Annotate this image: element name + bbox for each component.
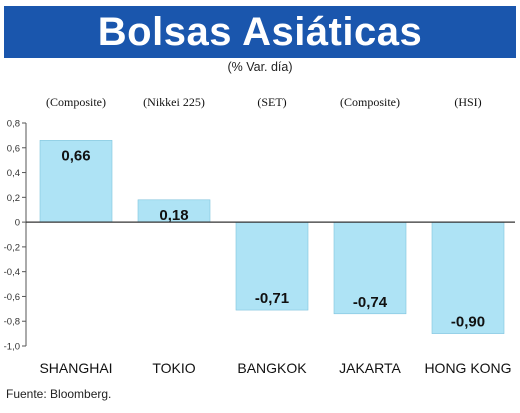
category-label: HONG KONG — [424, 360, 511, 376]
index-name-label: (Nikkei 225) — [143, 95, 205, 109]
category-label: TOKIO — [152, 360, 195, 376]
bar-hong-kong — [431, 221, 505, 334]
index-name-label: (Composite) — [340, 95, 400, 109]
y-tick-label: 0,4 — [7, 168, 20, 179]
category-label: SHANGHAI — [39, 360, 112, 376]
value-label: -0,74 — [353, 294, 388, 311]
chart-subtitle: (% Var. día) — [227, 60, 293, 74]
value-label: -0,90 — [451, 314, 485, 331]
bar-jakarta — [333, 221, 407, 315]
title-banner: Bolsas Asiáticas — [4, 6, 516, 58]
y-tick-label: 0,6 — [7, 143, 20, 154]
y-tick-label: -0,8 — [4, 317, 20, 328]
y-tick-label: 0,8 — [7, 119, 20, 130]
y-tick-label: -0,6 — [4, 292, 20, 303]
index-name-label: (Composite) — [46, 95, 106, 109]
chart-title: Bolsas Asiáticas — [97, 10, 423, 54]
bar-bangkok — [235, 221, 309, 311]
category-label: JAKARTA — [339, 360, 401, 376]
y-tick-label: 0,2 — [7, 193, 20, 204]
y-tick-label: 0 — [15, 218, 20, 229]
index-name-label: (HSI) — [454, 95, 481, 109]
y-tick-label: -0,2 — [4, 242, 20, 253]
index-name-label: (SET) — [257, 95, 286, 109]
value-label: 0,66 — [61, 147, 90, 164]
category-label: BANGKOK — [237, 360, 307, 376]
value-label: -0,71 — [255, 290, 289, 307]
value-label: 0,18 — [159, 207, 188, 224]
y-tick-label: -0,4 — [4, 267, 20, 278]
source-note: Fuente: Bloomberg. — [6, 387, 112, 401]
y-tick-label: -1,0 — [4, 342, 20, 353]
